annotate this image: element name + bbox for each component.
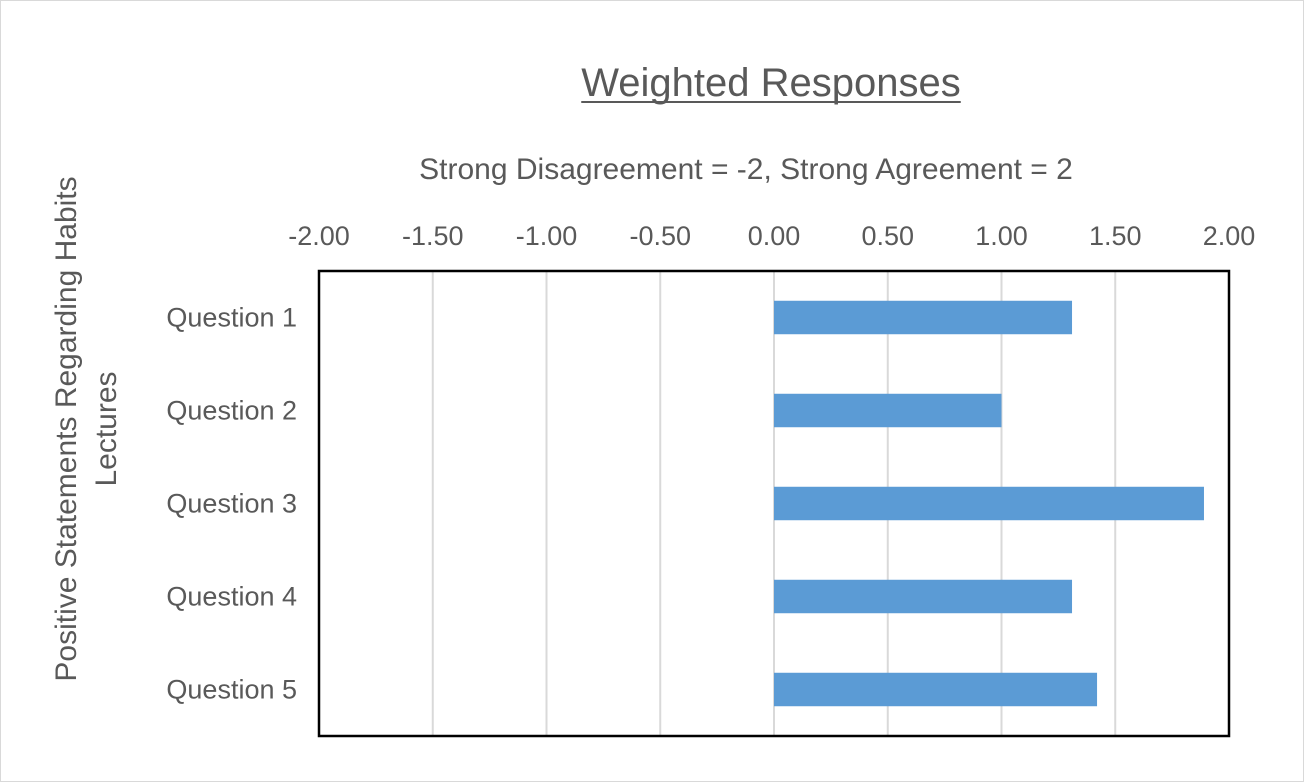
bars [774,301,1204,706]
x-tick-label: 1.50 [1089,221,1142,251]
x-tick-label: -0.50 [629,221,691,251]
y-axis-title: Positive Statements Regarding Habits Lec… [50,176,123,681]
x-tick-label: 2.00 [1203,221,1256,251]
x-axis-title: Strong Disagreement = -2, Strong Agreeme… [419,153,1073,186]
bar [774,673,1097,706]
bar [774,580,1072,613]
category-label: Question 4 [166,582,297,612]
category-label: Question 3 [166,489,297,519]
x-tick-label: 1.00 [975,221,1028,251]
category-label: Question 2 [166,396,297,426]
y-axis-title-line-1: Positive Statements Regarding Habits [50,176,83,681]
bar [774,301,1072,334]
x-tick-label: -1.50 [402,221,464,251]
category-labels: Question 1 Question 2 Question 3 Question 4… [166,303,297,705]
bar [774,394,1002,427]
x-tick-label: 0.00 [748,221,801,251]
category-label: Question 5 [166,675,297,705]
y-axis-title-line-2: Lectures [90,371,123,486]
bar [774,487,1204,520]
x-tick-labels: -2.00 -1.50 -1.00 -0.50 0.00 0.50 1.00 1.50 2.00 [288,221,1255,251]
chart-title: Weighted Responses [581,61,961,105]
category-label: Question 1 [166,303,297,333]
x-tick-label: -1.00 [516,221,578,251]
x-tick-label: 0.50 [861,221,914,251]
x-tick-label: -2.00 [288,221,350,251]
